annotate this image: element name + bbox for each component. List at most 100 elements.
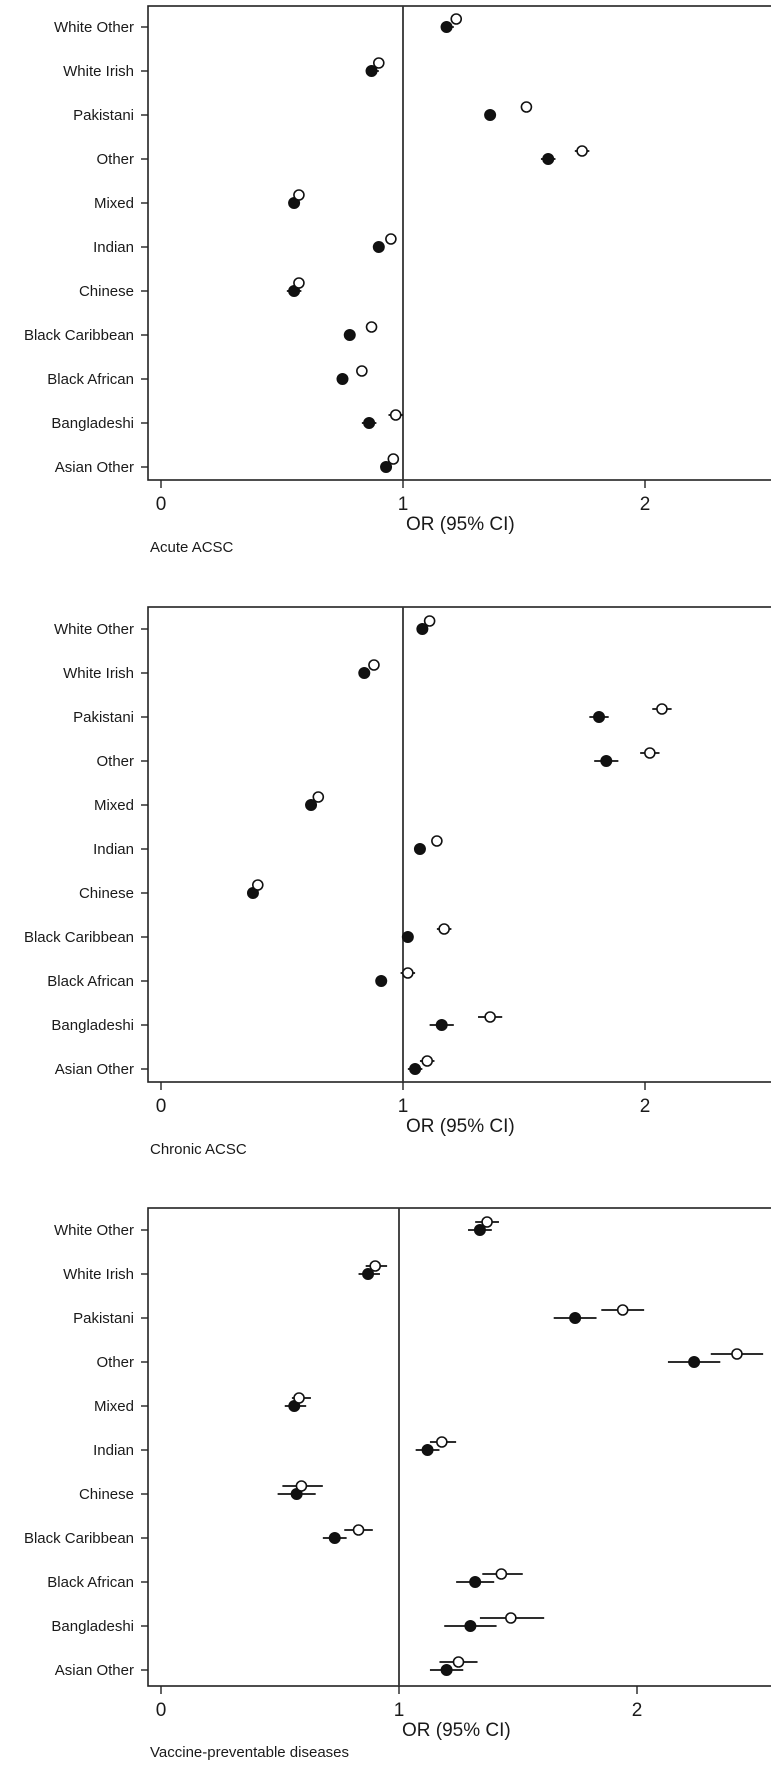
category-label: Black Caribbean xyxy=(24,1530,134,1547)
category-label: Other xyxy=(96,753,134,770)
point-filled xyxy=(380,461,393,473)
x-tick-label: 1 xyxy=(398,1096,409,1117)
point-filled xyxy=(305,799,318,811)
category-label: Bangladeshi xyxy=(51,415,134,432)
point-filled xyxy=(569,1312,582,1324)
point-filled xyxy=(440,1664,453,1676)
x-axis-label: OR (95% CI) xyxy=(402,1720,511,1741)
category-label: Bangladeshi xyxy=(51,1618,134,1635)
point-hollow xyxy=(402,967,414,979)
x-axis-label: OR (95% CI) xyxy=(406,514,515,535)
category-label: Asian Other xyxy=(55,1662,134,1679)
point-filled xyxy=(375,975,388,987)
point-hollow xyxy=(312,791,325,803)
point-hollow xyxy=(576,145,588,157)
point-filled xyxy=(336,373,349,385)
category-label: Mixed xyxy=(94,1398,134,1415)
category-label: Black Caribbean xyxy=(24,929,134,946)
point-filled xyxy=(688,1356,701,1368)
point-hollow xyxy=(356,365,368,377)
chart-title: Vaccine-preventable diseases xyxy=(150,1744,349,1761)
point-filled xyxy=(343,329,356,341)
category-label: Indian xyxy=(93,239,134,256)
point-hollow xyxy=(505,1612,517,1624)
point-hollow xyxy=(644,747,656,759)
x-tick-label: 2 xyxy=(640,1096,651,1117)
point-filled xyxy=(363,417,376,429)
category-label: Other xyxy=(96,1354,134,1371)
plot-frame xyxy=(147,606,771,1083)
x-axis-label: OR (95% CI) xyxy=(406,1116,515,1137)
point-filled xyxy=(593,711,606,723)
point-hollow xyxy=(438,923,450,935)
category-label: Chinese xyxy=(79,1486,134,1503)
point-hollow xyxy=(385,233,397,245)
category-label: White Irish xyxy=(63,665,134,682)
category-label: Black African xyxy=(47,973,134,990)
category-label: Asian Other xyxy=(55,459,134,476)
point-hollow xyxy=(387,453,400,465)
point-filled xyxy=(401,931,414,943)
category-label: Indian xyxy=(93,1442,134,1459)
point-filled xyxy=(421,1444,434,1456)
category-label: Black African xyxy=(47,371,134,388)
point-filled xyxy=(328,1532,341,1544)
category-label: Chinese xyxy=(79,283,134,300)
point-filled xyxy=(464,1620,477,1632)
chart-title: Acute ACSC xyxy=(150,539,234,556)
category-label: Pakistani xyxy=(73,709,134,726)
point-hollow xyxy=(450,13,463,25)
point-hollow xyxy=(293,189,305,201)
point-hollow xyxy=(495,1568,508,1580)
plot-frame xyxy=(147,1207,771,1687)
chart-title: Chronic ACSC xyxy=(150,1141,247,1158)
point-hollow xyxy=(389,409,402,421)
category-label: Asian Other xyxy=(55,1061,134,1078)
point-filled xyxy=(440,21,453,33)
category-label: Other xyxy=(96,151,134,168)
point-hollow xyxy=(452,1656,465,1668)
point-hollow xyxy=(616,1304,629,1316)
category-label: Bangladeshi xyxy=(51,1017,134,1034)
x-tick-label: 2 xyxy=(640,494,651,515)
category-label: Mixed xyxy=(94,195,134,212)
x-tick-label: 0 xyxy=(156,1096,167,1117)
x-tick-label: 2 xyxy=(632,1700,643,1721)
point-hollow xyxy=(484,1011,496,1023)
point-hollow xyxy=(368,659,380,671)
point-hollow xyxy=(436,1436,448,1448)
point-filled xyxy=(469,1576,482,1588)
category-label: White Other xyxy=(54,19,134,36)
point-hollow xyxy=(431,835,443,847)
category-label: White Other xyxy=(54,621,134,638)
category-label: Mixed xyxy=(94,797,134,814)
point-filled xyxy=(416,623,429,635)
point-hollow xyxy=(372,57,385,69)
x-tick-label: 0 xyxy=(156,1700,167,1721)
chart-panel-3: 0 1 2 OR (95% CI) Vaccine-preventable diseas… xyxy=(24,1207,771,1761)
point-hollow xyxy=(481,1216,493,1228)
plot-frame xyxy=(147,5,771,481)
point-hollow xyxy=(731,1348,743,1360)
point-hollow xyxy=(251,879,264,891)
category-label: Pakistani xyxy=(73,1310,134,1327)
category-label: Pakistani xyxy=(73,107,134,124)
point-hollow xyxy=(656,703,668,715)
category-label: White Irish xyxy=(63,63,134,80)
point-hollow xyxy=(293,1392,305,1404)
point-hollow xyxy=(369,1260,382,1272)
x-tick-label: 1 xyxy=(394,1700,405,1721)
point-hollow xyxy=(295,1480,308,1492)
point-filled xyxy=(358,667,371,679)
point-filled xyxy=(362,1268,375,1280)
point-filled xyxy=(600,755,613,767)
point-filled xyxy=(484,109,497,121)
point-filled xyxy=(413,843,426,855)
point-filled xyxy=(365,65,378,77)
category-label: White Irish xyxy=(63,1266,134,1283)
chart-panel-2: 0 1 2 OR (95% CI) Chronic ACSC White Other Whi… xyxy=(24,606,771,1158)
x-tick-label: 0 xyxy=(156,494,167,515)
category-label: White Other xyxy=(54,1222,134,1239)
point-hollow xyxy=(352,1524,365,1536)
